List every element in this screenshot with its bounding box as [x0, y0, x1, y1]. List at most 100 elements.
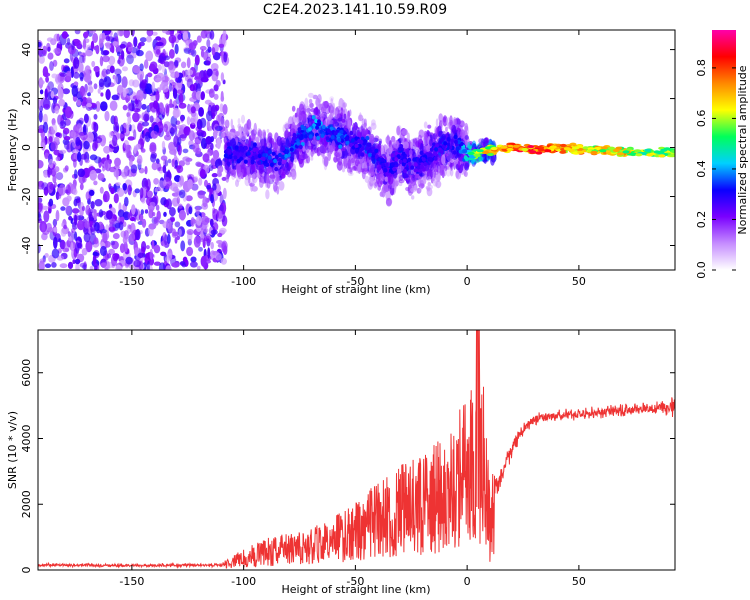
spectrogram-halo-cell [357, 163, 362, 174]
spectrogram-ridge-cell [338, 144, 343, 149]
spectrogram-noise-cell [84, 38, 90, 44]
spectrogram-noise-cell [79, 54, 85, 64]
spectrogram-noise-cell [165, 265, 172, 270]
spectrogram-halo-cell [263, 131, 266, 139]
spectrogram-noise-cell [99, 186, 104, 194]
spectrogram-noise-cell [141, 197, 146, 204]
spectrogram-ridge-cell [563, 147, 571, 151]
spectrogram-noise-cell [172, 107, 180, 119]
spectrogram-noise-cell [135, 228, 141, 241]
spectrogram-noise-cell [113, 75, 119, 85]
spectrogram-noise-cell [53, 236, 58, 249]
spectrogram-noise-cell [93, 180, 98, 186]
spectrogram-noise-cell [73, 57, 80, 69]
spectrogram-noise-cell [71, 85, 79, 97]
spectrogram-noise-cell [147, 72, 153, 78]
spectrogram-halo-cell [306, 107, 311, 114]
spectrogram-ridge-cell [344, 136, 349, 141]
spectrogram-noise-cell [60, 227, 67, 237]
spectrogram-noise-cell [212, 222, 219, 232]
spectrogram-noise-cell [206, 110, 213, 122]
spectrogram-noise-cell [201, 202, 209, 210]
spectrogram-noise-cell [38, 99, 42, 109]
spectrogram-noise-cell [55, 172, 64, 181]
spectrogram-ridge-cell [326, 128, 331, 134]
spectrogram-noise-cell [155, 77, 163, 82]
spectrogram-ridge-cell [440, 149, 444, 154]
spectrogram-halo-cell [327, 150, 332, 162]
spectrogram-noise-cell [197, 132, 204, 141]
spectrogram-halo-cell [369, 163, 375, 175]
spectrogram-halo-cell [409, 177, 414, 184]
spectrogram-noise-cell [44, 253, 49, 258]
spectrogram-ridge-cell [226, 161, 231, 166]
spectrogram-noise-cell [153, 244, 161, 254]
spectrogram-noise-cell [54, 105, 60, 114]
spectrogram-noise-cell [166, 233, 171, 245]
spectrogram-halo-cell [362, 167, 369, 175]
spectrogram-halo-cell [236, 164, 242, 175]
spectrogram-halo-cell [453, 118, 458, 126]
spectrogram-noise-cell [172, 231, 179, 237]
spectrogram-halo-cell [424, 132, 428, 141]
spectrogram-halo-cell [257, 129, 263, 138]
spectrogram-ridge-cell [299, 136, 303, 141]
spectrogram-noise-cell [174, 43, 179, 55]
spectrogram-ridge-cell [381, 162, 386, 167]
spectrogram-noise-cell [213, 93, 219, 100]
spectrogram-noise-cell [104, 110, 110, 122]
spectrogram-ridge-cell [349, 131, 354, 136]
spectrogram-noise-cell [101, 32, 106, 41]
spectrogram-noise-cell [109, 65, 115, 74]
spectrogram-noise-cell [64, 106, 73, 119]
spectrogram-ridge-cell [308, 134, 313, 139]
spectrogram-noise-cell [74, 169, 78, 180]
spectrogram-noise-cell [190, 217, 195, 227]
spectrogram-noise-cell [84, 83, 88, 93]
spectrogram-noise-cell [139, 37, 147, 43]
spectrogram-noise-cell [38, 197, 43, 204]
spectrogram-noise-cell [122, 104, 128, 111]
spectrogram-noise-cell [174, 82, 183, 90]
spectrogram-halo-cell [347, 171, 354, 177]
spectrogram-ridge-cell [635, 153, 643, 157]
spectrogram-noise-cell [50, 38, 57, 46]
spectrogram-noise-cell [39, 258, 46, 264]
spectrogram-noise-cell [165, 104, 170, 117]
spectrogram-halo-cell [385, 139, 389, 144]
spectrogram-noise-cell [38, 41, 42, 48]
spectrogram-noise-cell [42, 45, 47, 57]
spectrogram-noise-cell [176, 89, 184, 95]
spectrogram-noise-cell [90, 40, 95, 51]
spectrogram-noise-cell [71, 40, 75, 51]
spectrogram-noise-cell [137, 43, 142, 50]
spectrogram-ridge-cell [246, 151, 251, 156]
spectrogram-noise-cell [115, 264, 123, 270]
spectrogram-noise-cell [85, 68, 91, 81]
spectrogram-noise-cell [44, 263, 52, 269]
spectrogram-ridge-cell [529, 150, 537, 154]
spectrogram-noise-cell [120, 216, 125, 221]
spectrogram-ridge-cell [228, 154, 233, 160]
spectrogram-noise-cell [114, 68, 122, 76]
spectrogram-halo-cell [291, 105, 296, 112]
spectrogram-halo-cell [265, 189, 270, 200]
spectrogram-noise-cell [114, 157, 121, 167]
spectrogram-noise-cell [142, 79, 147, 84]
spectrogram-noise-cell [154, 187, 158, 193]
spectrogram-noise-cell [52, 218, 58, 227]
spectrogram-halo-cell [282, 124, 286, 133]
spectrogram-noise-cell [113, 115, 118, 127]
spectrogram-ridge-cell [658, 154, 666, 158]
spectrogram-noise-cell [135, 49, 144, 57]
spectrogram-noise-cell [70, 131, 77, 138]
spectrogram-noise-cell [113, 168, 120, 178]
spectrogram-noise-cell [105, 159, 111, 172]
spectrogram-ridge-cell [537, 148, 545, 152]
colorbar-label: Normalized spectral amplitude [736, 65, 749, 234]
colorbar-tick-label: 0.2 [695, 211, 708, 229]
spectrogram-noise-cell [112, 134, 118, 147]
spectrogram-noise-cell [123, 122, 131, 129]
spectrogram-noise-cell [162, 30, 168, 34]
spectrogram-noise-cell [206, 56, 212, 66]
